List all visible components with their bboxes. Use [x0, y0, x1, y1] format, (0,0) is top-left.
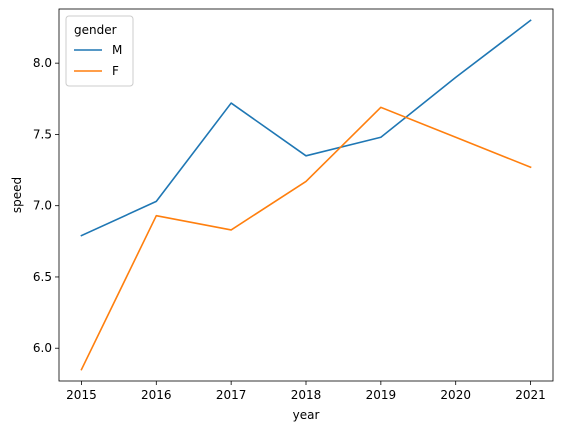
- series-line-M: [80, 19, 532, 237]
- x-axis-label: year: [293, 408, 320, 422]
- plot-lines: [80, 19, 532, 371]
- legend-box: [65, 15, 134, 87]
- x-tick-label: 2021: [515, 388, 546, 402]
- y-tick-label: 7.5: [33, 127, 52, 141]
- legend-title: gender: [74, 23, 117, 37]
- y-tick-label: 7.0: [33, 199, 52, 213]
- x-tick-label: 2015: [66, 388, 97, 402]
- x-tick-label: 2020: [440, 388, 471, 402]
- legend: gender MF: [65, 15, 134, 87]
- series-line-F: [80, 106, 532, 371]
- y-tick-label: 8.0: [33, 56, 52, 70]
- x-tick-label: 2017: [216, 388, 247, 402]
- x-tick-label: 2019: [366, 388, 397, 402]
- y-axis-label: speed: [10, 177, 24, 213]
- legend-label-M: M: [112, 43, 122, 57]
- legend-label-F: F: [112, 64, 119, 78]
- y-axis: 6.0 6.5 7.0 7.5 8.0: [33, 56, 59, 355]
- x-tick-label: 2018: [291, 388, 322, 402]
- y-tick-label: 6.5: [33, 270, 52, 284]
- legend-entries: MF: [74, 43, 122, 78]
- y-tick-label: 6.0: [33, 341, 52, 355]
- x-axis: 2015 2016 2017 2018 2019 2020 2021: [66, 381, 546, 402]
- x-tick-label: 2016: [141, 388, 172, 402]
